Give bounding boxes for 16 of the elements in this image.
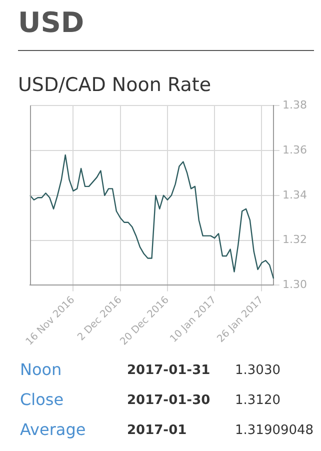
y-tick-label: 1.32 bbox=[282, 233, 308, 246]
text: 2017-01-30 bbox=[127, 393, 210, 408]
text: Average bbox=[20, 420, 86, 439]
text: 2017-01-31 bbox=[127, 363, 210, 378]
text: 2017-01 bbox=[127, 423, 187, 438]
text: Noon bbox=[20, 360, 62, 379]
text: 1.3120 bbox=[235, 393, 280, 408]
y-tick-label: 1.36 bbox=[282, 143, 308, 156]
text: 1.31909048 bbox=[235, 423, 314, 438]
chart-title: USD bbox=[18, 6, 84, 39]
text: 1.3030 bbox=[235, 363, 280, 378]
y-tick-label: 1.34 bbox=[282, 188, 308, 202]
text: Close bbox=[20, 390, 64, 409]
y-tick-label: 1.38 bbox=[282, 98, 308, 112]
chart-subtitle: USD/CAD Noon Rate bbox=[18, 74, 212, 96]
y-tick-label: 1.30 bbox=[282, 278, 308, 292]
